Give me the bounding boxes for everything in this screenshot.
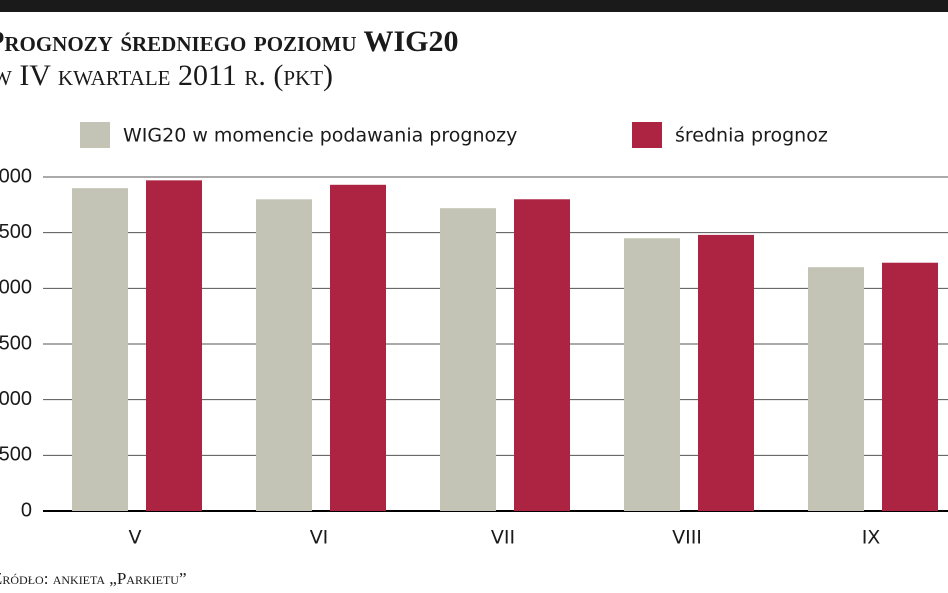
y-tick-label: 0	[21, 499, 32, 521]
bar	[808, 267, 864, 511]
bar	[624, 238, 680, 511]
bar	[72, 188, 128, 511]
bar	[330, 184, 386, 511]
bar	[146, 180, 202, 511]
y-tick-label: 2500	[0, 221, 32, 243]
x-tick-label: VI	[310, 527, 329, 549]
legend-swatch	[632, 122, 662, 148]
chart-subtitle: w IV kwartale 2011 r. (pkt)	[0, 59, 333, 92]
bar	[882, 262, 938, 511]
legend-swatch	[80, 122, 110, 148]
x-tick-label: VII	[491, 527, 515, 549]
source: Źródło: ankieta „Parkietu”	[0, 569, 187, 588]
bar	[256, 199, 312, 511]
bar	[514, 199, 570, 511]
bar	[698, 234, 754, 512]
bar	[440, 208, 496, 511]
top-bar	[0, 0, 948, 12]
y-tick-label: 1000	[0, 388, 32, 410]
y-tick-label: 3000	[0, 165, 32, 187]
y-tick-label: 1500	[0, 332, 32, 354]
x-tick-label: IX	[862, 527, 881, 549]
legend-label: średnia prognoz	[675, 125, 828, 147]
chart-title: Prognozy średniego poziomu WIG20	[0, 25, 459, 58]
legend-label: WIG20 w momencie podawania prognozy	[123, 125, 517, 147]
x-tick-label: VIII	[672, 527, 702, 549]
y-tick-label: 2000	[0, 277, 32, 299]
y-tick-label: 500	[0, 444, 32, 466]
x-tick-label: V	[129, 527, 142, 549]
